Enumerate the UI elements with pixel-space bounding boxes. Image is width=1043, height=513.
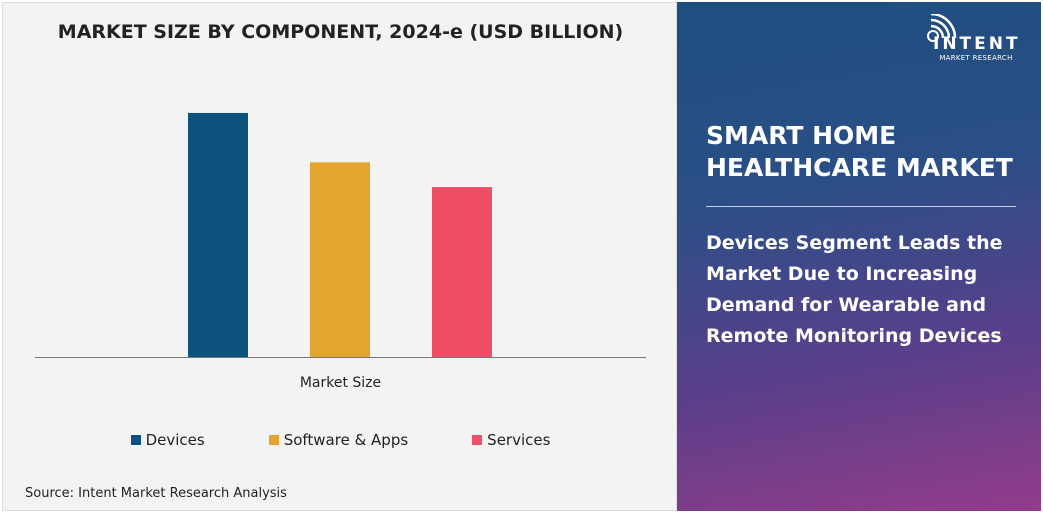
market-title: SMART HOME HEALTHCARE MARKET bbox=[706, 121, 1013, 182]
legend-item-devices: Devices bbox=[130, 431, 205, 449]
legend-swatch bbox=[130, 435, 141, 445]
logo: INTENT MARKET RESEARCH bbox=[919, 14, 1019, 62]
legend-swatch bbox=[268, 435, 279, 445]
chart-title: MARKET SIZE BY COMPONENT, 2024-e (USD BI… bbox=[57, 21, 624, 43]
headline: Devices Segment Leads the Market Due to … bbox=[706, 232, 1003, 347]
legend: Devices Software & Apps Services bbox=[3, 431, 678, 449]
divider bbox=[706, 206, 1016, 207]
logo-sub: MARKET RESEARCH bbox=[939, 54, 1013, 62]
signal-logo-icon bbox=[927, 14, 957, 42]
bar-services bbox=[432, 187, 492, 357]
legend-swatch bbox=[472, 435, 483, 445]
source-note: Source: Intent Market Research Analysis bbox=[25, 486, 287, 501]
legend-label: Services bbox=[487, 431, 551, 449]
legend-label: Devices bbox=[145, 431, 205, 449]
legend-label: Software & Apps bbox=[283, 431, 409, 449]
bar-software-apps bbox=[310, 162, 370, 357]
logo-brand: INTENT bbox=[933, 34, 1021, 54]
bar-devices bbox=[188, 112, 248, 358]
summary-panel: INTENT MARKET RESEARCH SMART HOME HEALTH… bbox=[677, 2, 1041, 511]
chart-panel: MARKET SIZE BY COMPONENT, 2024-e (USD BI… bbox=[2, 2, 677, 511]
x-axis-label: Market Size bbox=[299, 375, 382, 391]
bar-chart bbox=[35, 112, 646, 358]
legend-item-services: Services bbox=[472, 431, 550, 449]
legend-item-software: Software & Apps bbox=[268, 431, 409, 449]
